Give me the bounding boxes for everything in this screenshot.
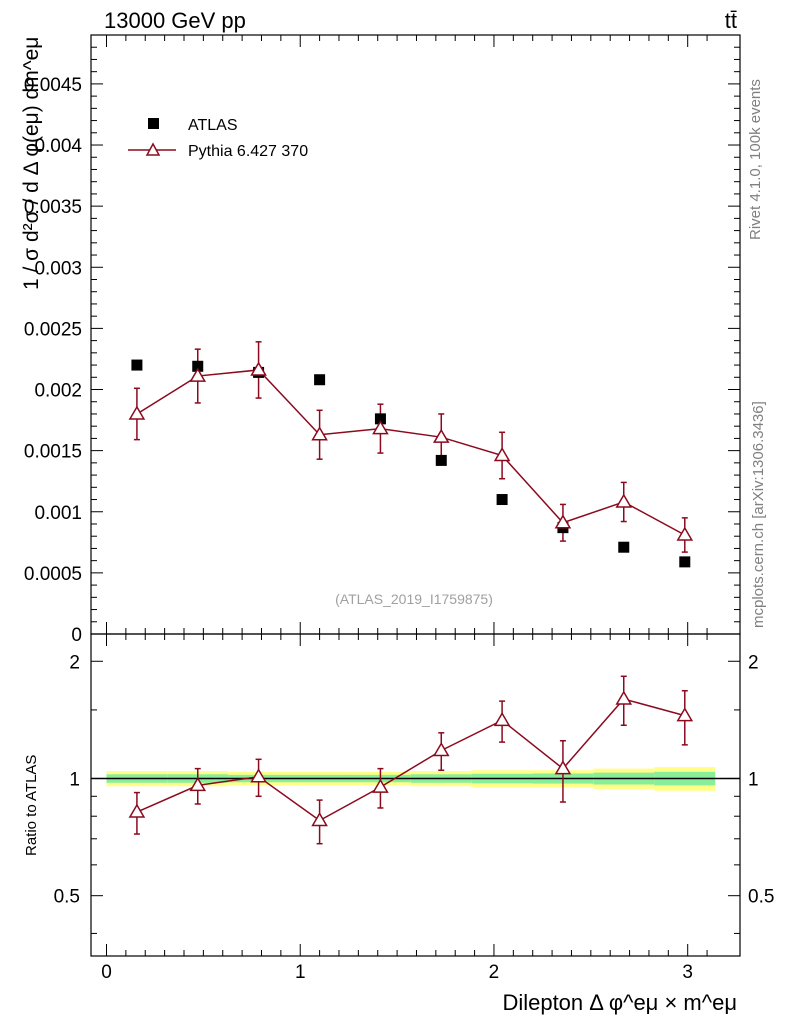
x-tick-label: 1 xyxy=(295,962,306,983)
atlas-data-point xyxy=(679,556,691,568)
main-y-tick-label: 0.002 xyxy=(34,381,82,402)
atlas-data-point xyxy=(618,541,630,553)
ratio-pythia-point xyxy=(676,707,694,722)
x-tick-label: 3 xyxy=(682,962,693,983)
main-ylabel: 1 / σ d²σ / d Δ φ(eμ) dm^eμ xyxy=(20,37,43,290)
atlas-data-point xyxy=(374,413,386,425)
ratio-y-tick-label: 2 xyxy=(69,652,80,673)
main-y-tick-label: 0.0035 xyxy=(24,197,82,218)
pythia-point xyxy=(554,514,572,529)
legend-atlas-label: ATLAS xyxy=(188,117,238,134)
atlas-data-point xyxy=(131,359,143,371)
main-y-tick-label: 0.001 xyxy=(34,503,82,524)
legend-pythia-label: Pythia 6.427 370 xyxy=(188,143,308,160)
pythia-point xyxy=(311,426,328,441)
analysis-tag: (ATLAS_2019_I1759875) xyxy=(335,591,493,607)
legend-pythia-marker xyxy=(145,142,161,156)
ratio-panel-frame xyxy=(90,633,741,957)
pythia-point xyxy=(432,428,450,443)
main-y-tick-label: 0.0025 xyxy=(24,319,82,340)
x-axis-label: Dilepton Δ φ^eμ × m^eμ xyxy=(502,990,737,1015)
main-y-tick-label: 0.003 xyxy=(34,258,82,279)
ratio-pythia-point xyxy=(372,778,389,793)
main-y-tick-label: 0.004 xyxy=(34,136,82,157)
atlas-data-point xyxy=(496,494,508,506)
ratio-pythia-point xyxy=(432,742,450,757)
ratio-ylabel: Ratio to ATLAS xyxy=(23,755,40,856)
legend: ATLAS Pythia 6.427 370 xyxy=(128,117,308,160)
pythia-line xyxy=(136,369,686,536)
pythia-point xyxy=(189,367,207,382)
main-y-tick-label: 0.0005 xyxy=(24,564,82,585)
ratio-y-tick-label: 1 xyxy=(69,769,80,790)
x-tick-label: 2 xyxy=(489,962,500,983)
process-label: tt̄ xyxy=(725,8,737,33)
ratio-series-marks xyxy=(128,675,694,845)
pythia-point xyxy=(615,493,633,508)
atlas-data-point xyxy=(435,454,447,466)
pythia-point xyxy=(372,420,389,435)
pythia-point xyxy=(676,526,694,541)
ratio-band-layer xyxy=(91,767,740,791)
main-y-tick-label: 0.0045 xyxy=(24,75,82,96)
ratio-pythia-point xyxy=(615,690,633,705)
atlas-data-point xyxy=(192,360,204,372)
main-series-marks xyxy=(128,341,694,568)
main-y-tick-label: 0 xyxy=(71,625,82,646)
ratio-y-tick-label-right: 2 xyxy=(748,652,759,673)
rivet-label: Rivet 4.1.0, 100k events xyxy=(747,79,764,240)
ratio-pythia-point xyxy=(311,812,328,827)
mcplots-label: mcplots.cern.ch [arXiv:1306.3436] xyxy=(750,401,767,628)
ratio-pythia-point xyxy=(493,711,511,727)
x-tick-label: 0 xyxy=(101,962,112,983)
pythia-point xyxy=(128,405,146,420)
ratio-pythia-point xyxy=(250,768,267,783)
ratio-axis-ticks: 0 1 2 3 0.5 0.5 1 1 2 2 xyxy=(54,634,774,983)
atlas-data-point xyxy=(314,374,326,386)
pythia-point xyxy=(250,361,267,376)
pythia-point xyxy=(493,447,511,462)
main-axis-ticks: 0 0.0005 0.001 0.0015 0.002 0.0025 0.003 0.0035… xyxy=(24,35,740,646)
ratio-y-tick-label: 0.5 xyxy=(54,887,80,908)
ratio-pythia-point xyxy=(189,776,207,792)
energy-label: 13000 GeV pp xyxy=(104,8,246,33)
main-y-tick-label: 0.0015 xyxy=(24,442,82,463)
ratio-y-tick-label-right: 0.5 xyxy=(748,887,774,908)
ratio-pythia-line xyxy=(136,698,685,822)
ratio-pythia-point xyxy=(554,760,572,775)
legend-atlas-marker xyxy=(148,118,159,129)
ratio-y-tick-label-right: 1 xyxy=(748,769,759,790)
ratio-pythia-point xyxy=(128,803,146,818)
